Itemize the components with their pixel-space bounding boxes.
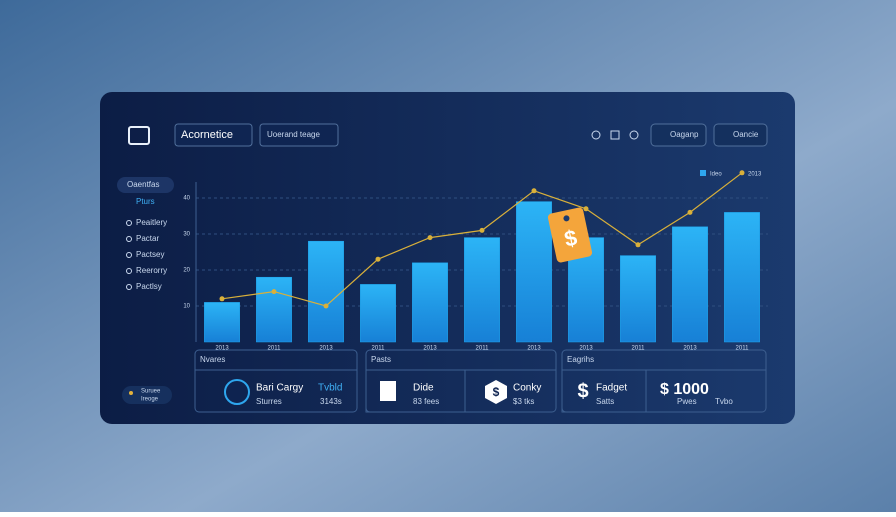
sidebar-icon xyxy=(126,236,132,242)
x-tick-label: 2011 xyxy=(736,346,750,352)
sidebar-item[interactable]: Peaitlery xyxy=(136,218,167,227)
card-sub: Sturres xyxy=(256,397,282,406)
x-tick-label: 2013 xyxy=(683,346,697,352)
svg-text:$: $ xyxy=(493,385,500,399)
dropdown[interactable] xyxy=(174,123,253,147)
card-sub: 83 fees xyxy=(413,397,439,406)
card-stat: Tvbld xyxy=(318,383,342,394)
y-tick-label: 40 xyxy=(183,196,190,202)
sidebar-footer: Ireoge xyxy=(141,397,159,403)
sidebar-item[interactable]: Pactlsy xyxy=(136,282,162,291)
line-point xyxy=(739,170,745,176)
x-tick-label: 2013 xyxy=(527,346,541,352)
bar xyxy=(620,255,656,343)
button[interactable] xyxy=(713,123,768,147)
dropdown-label: Uoerand teage xyxy=(267,130,320,139)
bar xyxy=(672,226,708,343)
bar xyxy=(204,302,240,343)
svg-text:$: $ xyxy=(577,380,588,402)
sidebar-icon xyxy=(126,252,132,258)
sidebar-heading: Oaentfas xyxy=(127,180,159,189)
sidebar-icon xyxy=(126,268,132,274)
icon[interactable] xyxy=(629,130,639,140)
legend-swatch xyxy=(700,170,706,176)
y-tick-label: 10 xyxy=(183,304,190,310)
x-tick-label: 2011 xyxy=(632,346,646,352)
bar xyxy=(256,276,292,343)
y-tick-label: 30 xyxy=(183,232,190,238)
sidebar-icon xyxy=(126,220,132,226)
sidebar-item[interactable]: Pturs xyxy=(136,197,155,206)
card-title: Eagrihs xyxy=(567,355,594,364)
line-point xyxy=(687,209,693,215)
x-tick-label: 2013 xyxy=(215,346,229,352)
card-sub: $3 tks xyxy=(513,397,534,406)
line-point xyxy=(583,206,589,212)
card-name: $ 1000 xyxy=(660,381,709,398)
button[interactable] xyxy=(650,123,707,147)
icon[interactable] xyxy=(610,130,620,140)
card-sub: Pwes xyxy=(677,397,697,406)
logo xyxy=(128,126,150,145)
cards: $ $ xyxy=(194,349,767,413)
x-tick-label: 2013 xyxy=(319,346,333,352)
bar xyxy=(308,240,344,343)
x-tick-label: 2011 xyxy=(268,346,282,352)
x-tick-label: 2011 xyxy=(476,346,490,352)
card-name: Bari Cargy xyxy=(256,383,303,394)
bar xyxy=(516,201,552,343)
bar xyxy=(724,212,760,343)
line-point xyxy=(271,289,277,295)
legend-label: 2013 xyxy=(748,172,762,178)
line-point xyxy=(479,227,485,233)
bar xyxy=(464,237,500,343)
sidebar-heading-bg xyxy=(117,177,174,193)
sidebar-item[interactable]: Pactar xyxy=(136,234,159,243)
bar xyxy=(360,284,396,343)
line-point xyxy=(375,256,381,262)
sidebar-item[interactable]: Pactsey xyxy=(136,250,164,259)
line-point xyxy=(323,303,329,309)
sidebar-footer-bg xyxy=(122,386,172,404)
price-tag: $ xyxy=(547,207,593,263)
dropdown[interactable] xyxy=(259,123,339,147)
line-point xyxy=(219,296,225,302)
card-stat: Tvbo xyxy=(715,397,733,406)
x-tick-label: 2011 xyxy=(372,346,386,352)
card-name: Fadget xyxy=(596,383,627,394)
line-point xyxy=(635,242,641,248)
line-point xyxy=(427,235,433,241)
sidebar-footer: Suruee xyxy=(141,389,161,395)
sidebar-icon xyxy=(126,284,132,290)
search-icon[interactable] xyxy=(591,130,601,140)
card-name: Dide xyxy=(413,383,434,394)
card-title: Nvares xyxy=(200,355,225,364)
button-label: Oaganp xyxy=(670,130,699,139)
x-tick-label: 2013 xyxy=(423,346,437,352)
svg-text:$: $ xyxy=(562,225,579,252)
card-sub: Satts xyxy=(596,397,614,406)
button-label: Oancie xyxy=(733,130,759,139)
sidebar-item[interactable]: Reerorry xyxy=(136,266,167,275)
x-tick-label: 2013 xyxy=(579,346,593,352)
card-title: Pasts xyxy=(371,355,391,364)
y-tick-label: 20 xyxy=(183,268,190,274)
legend-label: Ideo xyxy=(710,172,722,178)
card-sub: 3143s xyxy=(320,397,342,406)
card-name: Conky xyxy=(513,383,541,394)
dropdown-label: Acornetice xyxy=(181,129,233,141)
bar xyxy=(412,262,448,343)
status-dot xyxy=(129,391,133,395)
line-point xyxy=(531,188,537,194)
